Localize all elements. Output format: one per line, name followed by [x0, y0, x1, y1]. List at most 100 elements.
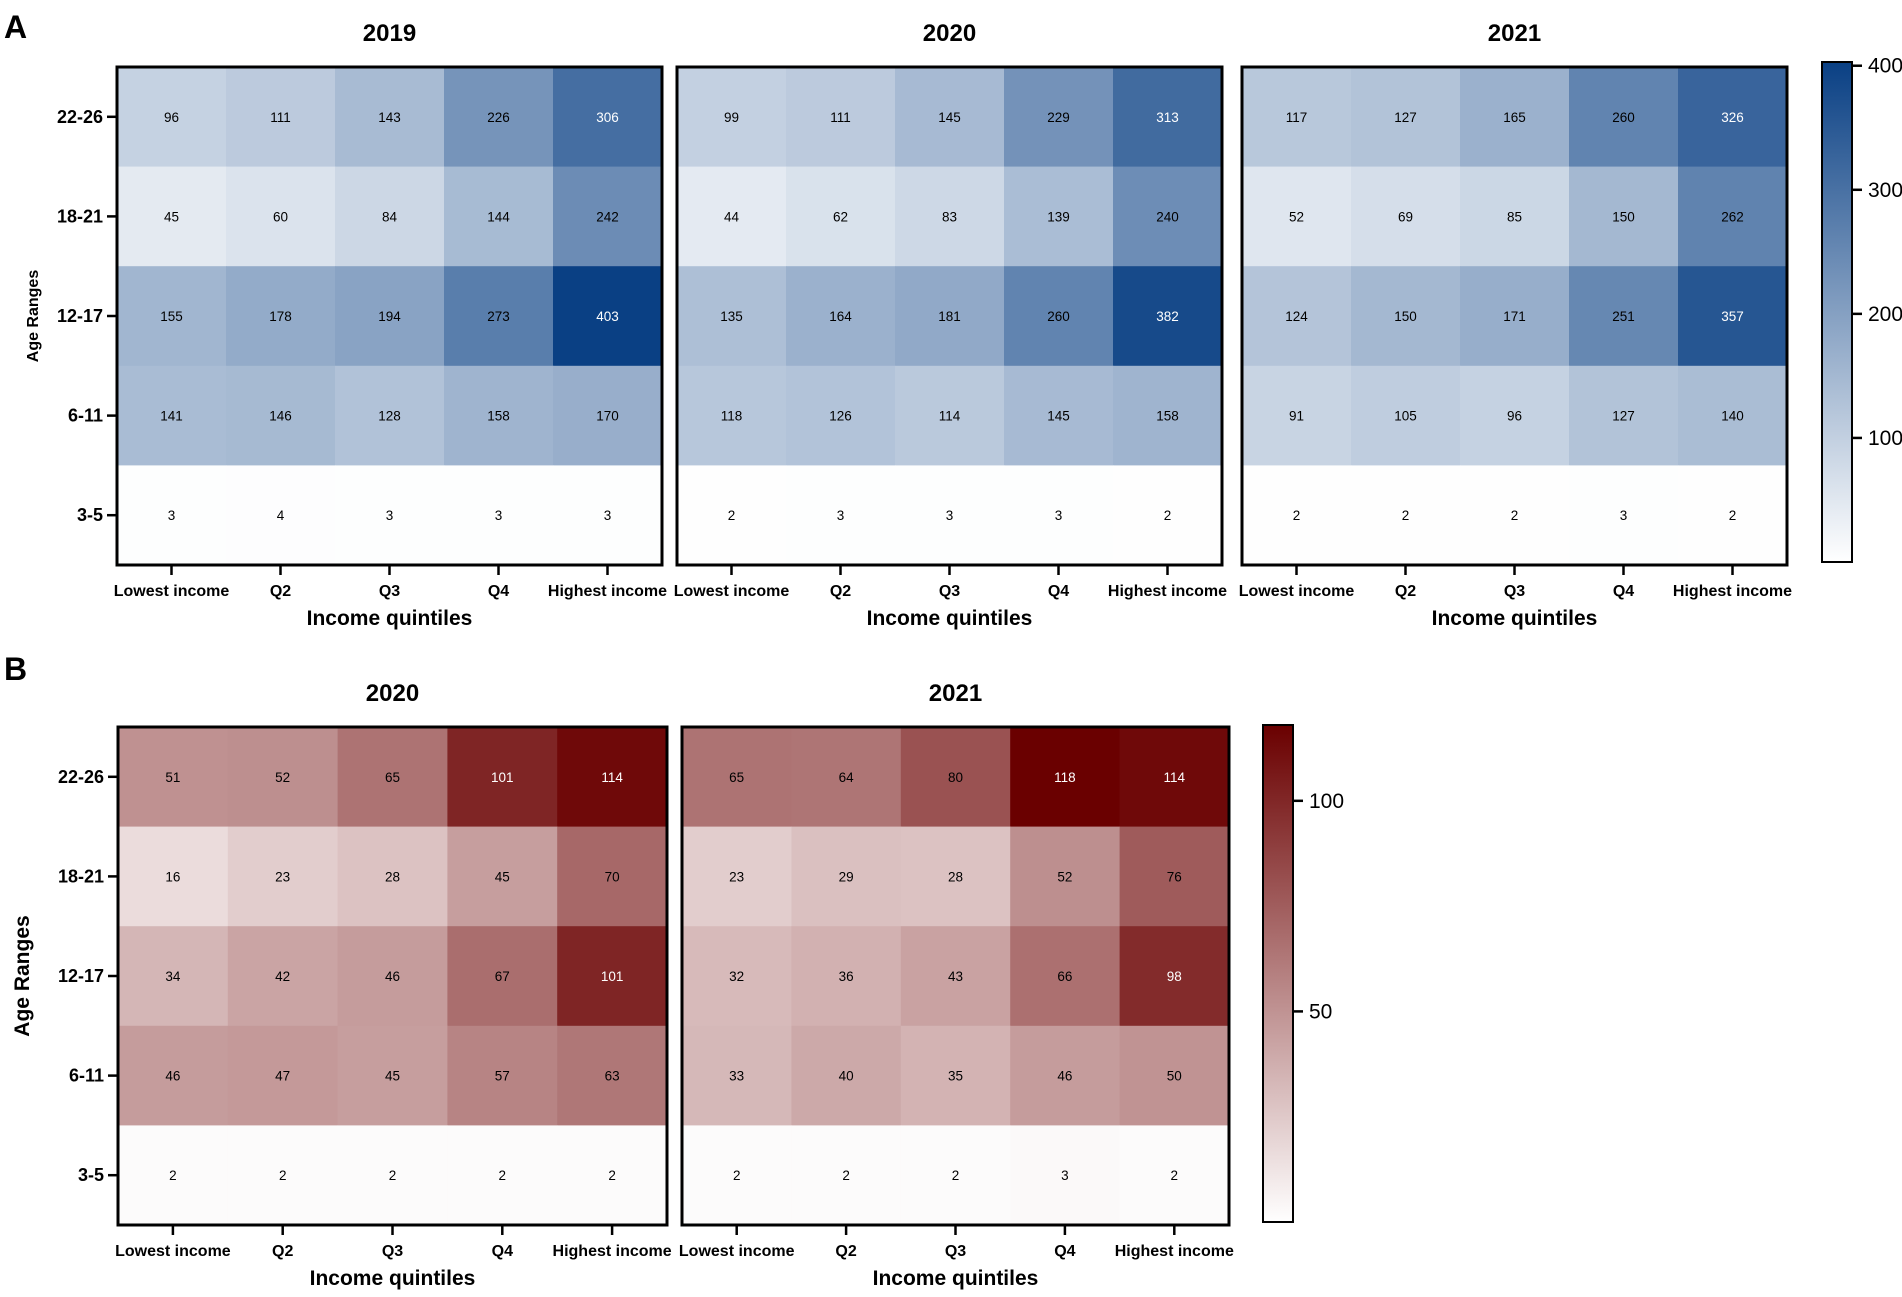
heatmap-cell [335, 465, 445, 566]
heatmap-cell [444, 266, 554, 367]
heatmap-cell [337, 926, 448, 1027]
cell-value-label: 145 [938, 110, 961, 125]
heatmap-cell [1460, 166, 1570, 267]
cell-value-label: 29 [839, 869, 854, 884]
cell-value-label: 2 [952, 1168, 960, 1183]
panel-label-a: A [4, 9, 27, 45]
cell-value-label: 260 [1047, 309, 1070, 324]
heatmap-cell [118, 826, 229, 927]
cell-value-label: 65 [729, 770, 744, 785]
heatmap-cell [557, 727, 668, 828]
heatmap-cell [1460, 465, 1570, 566]
x-tick-label: Q4 [488, 583, 509, 600]
heatmap-cell [118, 727, 229, 828]
heatmap-cell [1113, 67, 1223, 168]
cell-value-label: 67 [495, 969, 510, 984]
heatmap-cell [1010, 926, 1121, 1027]
cell-value-label: 45 [164, 209, 179, 224]
cell-value-label: 23 [729, 869, 744, 884]
cell-value-label: 46 [165, 1069, 180, 1084]
cell-value-label: 2 [1171, 1168, 1179, 1183]
cell-value-label: 2 [608, 1168, 616, 1183]
cell-value-label: 46 [1057, 1069, 1072, 1084]
heatmap-cell [117, 67, 227, 168]
heatmap-cell [1351, 266, 1461, 367]
cell-value-label: 70 [605, 869, 620, 884]
heatmap-title: 2020 [923, 20, 976, 47]
heatmap-cell [444, 166, 554, 267]
heatmap-cell [1242, 266, 1352, 367]
heatmap-cell [1569, 266, 1679, 367]
x-tick-label: Q2 [830, 583, 851, 600]
heatmap-cell [895, 465, 1005, 566]
heatmap-cell [1678, 465, 1788, 566]
heatmap-cell [226, 266, 336, 367]
x-tick-label: Q2 [270, 583, 291, 600]
cell-value-label: 46 [385, 969, 400, 984]
cell-value-label: 52 [1057, 869, 1072, 884]
heatmap-cell [1569, 365, 1679, 466]
cell-value-label: 155 [160, 309, 183, 324]
cell-value-label: 262 [1721, 209, 1744, 224]
cell-value-label: 57 [495, 1069, 510, 1084]
cell-value-label: 65 [385, 770, 400, 785]
cell-value-label: 2 [389, 1168, 397, 1183]
y-tick-label: 22-26 [57, 107, 103, 127]
y-tick-label: 22-26 [58, 767, 104, 787]
y-axis-label: Age Ranges [25, 270, 42, 363]
heatmap-cell [1351, 365, 1461, 466]
heatmap-cell [1004, 266, 1114, 367]
cell-value-label: 52 [1289, 209, 1304, 224]
cell-value-label: 127 [1612, 409, 1635, 424]
cell-value-label: 33 [729, 1069, 744, 1084]
heatmap-cell [791, 1125, 902, 1226]
cell-value-label: 85 [1507, 209, 1522, 224]
cell-value-label: 50 [1167, 1069, 1182, 1084]
heatmap-cell [895, 365, 1005, 466]
heatmap-cell [1351, 166, 1461, 267]
heatmap-cell [682, 826, 792, 927]
heatmap-cell [226, 67, 336, 168]
heatmap-cell [786, 166, 896, 267]
heatmap-cell [227, 826, 339, 927]
cell-value-label: 52 [275, 770, 290, 785]
heatmap-cell [1569, 67, 1679, 168]
cell-value-label: 2 [842, 1168, 850, 1183]
y-tick-label: 18-21 [57, 206, 103, 226]
heatmap-cell [1113, 365, 1223, 466]
cell-value-label: 165 [1503, 110, 1526, 125]
cell-value-label: 34 [165, 969, 181, 984]
cell-value-label: 127 [1394, 110, 1417, 125]
cell-value-label: 69 [1398, 209, 1413, 224]
cell-value-label: 32 [729, 969, 744, 984]
cell-value-label: 62 [833, 209, 848, 224]
heatmap-panel-a-2020: 2020 99 111 145 229 313 44 62 83 139 240 135 164 181 2… [674, 20, 1227, 630]
cell-value-label: 3 [946, 508, 954, 523]
cell-value-label: 273 [487, 309, 510, 324]
cell-value-label: 44 [724, 209, 740, 224]
cell-value-label: 128 [378, 409, 401, 424]
heatmap-cell [447, 926, 558, 1027]
cell-value-label: 124 [1285, 309, 1308, 324]
cell-value-label: 251 [1612, 309, 1635, 324]
heatmap-title: 2021 [929, 680, 982, 707]
colorbar-tick-label: 100 [1868, 427, 1902, 450]
cell-value-label: 98 [1167, 969, 1182, 984]
x-tick-label: Q2 [1395, 583, 1416, 600]
x-tick-label: Highest income [1115, 1243, 1234, 1260]
heatmap-cell [557, 1025, 668, 1126]
cell-value-label: 3 [386, 508, 394, 523]
cell-value-label: 240 [1156, 209, 1179, 224]
heatmap-cell [1242, 67, 1352, 168]
heatmap-cell [1010, 727, 1121, 828]
cell-value-label: 84 [382, 209, 398, 224]
colorbar-panel-a: 100 200 300 400 [1821, 55, 1902, 563]
cell-value-label: 105 [1394, 409, 1417, 424]
heatmap-cell [118, 926, 229, 1027]
cell-value-label: 2 [1729, 508, 1737, 523]
heatmap-cell [677, 266, 787, 367]
heatmap-cell [117, 465, 227, 566]
x-tick-label: Lowest income [679, 1243, 795, 1260]
